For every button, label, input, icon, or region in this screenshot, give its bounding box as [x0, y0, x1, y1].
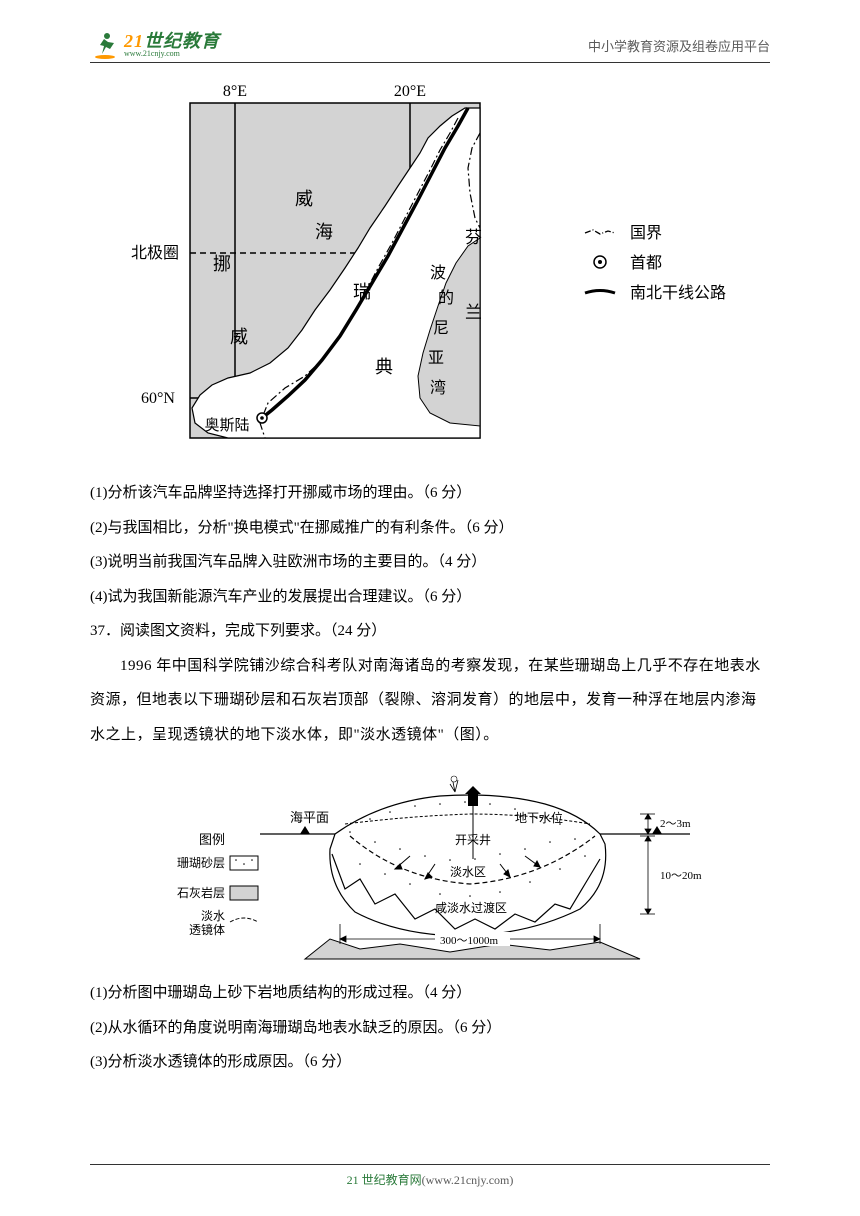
q36-1: (1)分析该汽车品牌坚持选择打开挪威市场的理由。（6 分） — [90, 476, 770, 511]
oslo-label: 奥斯陆 — [204, 417, 249, 434]
q37-passage: 1996 年中国科学院铺沙综合科考队对南海诸岛的考察发现，在某些珊瑚岛上几乎不存… — [90, 649, 770, 753]
h1-label: 2～3m — [660, 818, 691, 830]
sealevel-label: 海平面 — [290, 810, 329, 825]
questions-a: (1)分析该汽车品牌坚持选择打开挪威市场的理由。（6 分） (2)与我国相比，分… — [90, 476, 770, 752]
norway-2: 威 — [230, 327, 248, 347]
sweden-2: 典 — [375, 357, 393, 377]
q37-title: 37．阅读图文资料，完成下列要求。（24 分） — [90, 614, 770, 649]
map-legend: 国界 首都 南北干线公路 — [580, 208, 740, 328]
bothnia-2: 的 — [438, 289, 454, 307]
sea-wei: 威 — [295, 189, 313, 209]
bothnia-1: 波 — [430, 264, 446, 282]
legend-border: 国界 — [630, 224, 662, 242]
logo: 21世纪教育 www.21cnjy.com — [90, 30, 220, 60]
q37-1: (1)分析图中珊瑚岛上砂下岩地质结构的形成过程。（4 分） — [90, 976, 770, 1011]
header-divider — [90, 62, 770, 63]
q36-3: (3)说明当前我国汽车品牌入驻欧洲市场的主要目的。（4 分） — [90, 545, 770, 580]
runner-icon — [90, 30, 120, 60]
h2-label: 10～20m — [660, 870, 702, 882]
fresh-label: 淡水区 — [450, 865, 486, 879]
footer-brand: 21 世纪教育网 — [347, 1173, 422, 1187]
norway-1: 挪 — [213, 254, 231, 274]
bothnia-4: 亚 — [428, 350, 444, 367]
lon-8e: 8°E — [223, 83, 247, 100]
footer-url: (www.21cnjy.com) — [422, 1173, 514, 1187]
q37-3: (3)分析淡水透镜体的形成原因。（6 分） — [90, 1045, 770, 1080]
finland-1: 芬 — [465, 228, 482, 247]
bothnia-3: 尼 — [433, 320, 449, 337]
q36-2: (2)与我国相比，分析"换电模式"在挪威推广的有利条件。（6 分） — [90, 511, 770, 546]
width-label: 300～1000m — [440, 935, 498, 947]
lon-20e: 20°E — [394, 83, 426, 100]
bothnia-5: 湾 — [430, 379, 446, 397]
q36-4: (4)试为我国新能源汽车产业的发展提出合理建议。（6 分） — [90, 580, 770, 615]
legend-title: 图例 — [199, 832, 225, 847]
legend-capital: 首都 — [630, 254, 662, 272]
page-content: 8°E 20°E 北极圈 60°N 奥斯陆 挪 威 — [90, 78, 770, 1080]
gw-label: 地下水位 — [515, 810, 563, 825]
legend-highway: 南北干线公路 — [630, 284, 726, 302]
lens-diagram: 海平面 — [90, 764, 770, 964]
page-footer: 21 世纪教育网(www.21cnjy.com) — [90, 1164, 770, 1188]
lens-label-2: 透镜体 — [189, 922, 225, 937]
coral-label: 珊瑚砂层 — [177, 855, 225, 870]
sweden-1: 瑞 — [353, 282, 371, 302]
map-figure: 8°E 20°E 北极圈 60°N 奥斯陆 挪 威 — [90, 78, 770, 458]
transition-label: 咸淡水过渡区 — [435, 900, 507, 915]
logo-url: www.21cnjy.com — [124, 50, 220, 58]
limestone-label: 石灰岩层 — [177, 885, 225, 900]
sea-hai: 海 — [315, 222, 333, 242]
questions-b: (1)分析图中珊瑚岛上砂下岩地质结构的形成过程。（4 分） (2)从水循环的角度… — [90, 976, 770, 1080]
finland-2: 兰 — [465, 303, 482, 322]
q37-2: (2)从水循环的角度说明南海珊瑚岛地表水缺乏的原因。（6 分） — [90, 1011, 770, 1046]
lat-60n: 60°N — [141, 390, 175, 407]
well-label: 开采井 — [455, 833, 491, 847]
footer-divider — [90, 1164, 770, 1165]
norway-map: 8°E 20°E 北极圈 60°N 奥斯陆 挪 威 — [120, 78, 550, 458]
header-subtitle: 中小学教育资源及组卷应用平台 — [588, 36, 770, 55]
lens-label-1: 淡水 — [201, 909, 225, 923]
arctic-label: 北极圈 — [131, 244, 179, 262]
logo-main: 21世纪教育 — [124, 32, 220, 50]
